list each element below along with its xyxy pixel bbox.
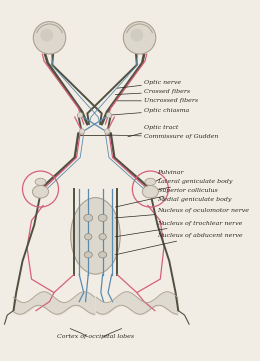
Ellipse shape — [35, 178, 46, 186]
Text: Cortex of occipital lobes: Cortex of occipital lobes — [57, 334, 134, 339]
Ellipse shape — [84, 252, 92, 258]
Text: Optic tract: Optic tract — [128, 125, 178, 137]
Circle shape — [77, 113, 83, 118]
Text: Optic chiasma: Optic chiasma — [108, 108, 189, 115]
Circle shape — [106, 113, 112, 118]
Circle shape — [33, 22, 66, 54]
Ellipse shape — [99, 234, 106, 240]
Text: Nucleus of trochlear nerve: Nucleus of trochlear nerve — [115, 221, 243, 237]
Circle shape — [79, 129, 85, 134]
Ellipse shape — [145, 178, 156, 186]
Text: Commissure of Gudden: Commissure of Gudden — [108, 134, 218, 139]
Ellipse shape — [32, 186, 49, 198]
Ellipse shape — [71, 197, 120, 274]
Circle shape — [123, 22, 156, 54]
Ellipse shape — [84, 214, 93, 221]
Ellipse shape — [142, 186, 158, 198]
Ellipse shape — [84, 234, 92, 240]
Ellipse shape — [99, 252, 107, 258]
Text: Crossed fibers: Crossed fibers — [115, 89, 190, 95]
Ellipse shape — [98, 214, 107, 221]
Circle shape — [105, 129, 110, 134]
Text: Optic nerve: Optic nerve — [117, 80, 181, 88]
Ellipse shape — [40, 29, 53, 42]
Text: Superior colliculus: Superior colliculus — [115, 188, 217, 207]
Text: Nucleus of oculomotor nerve: Nucleus of oculomotor nerve — [115, 208, 250, 218]
Text: Nucleus of abducent nerve: Nucleus of abducent nerve — [115, 233, 243, 255]
Text: Lateral geniculate body: Lateral geniculate body — [153, 179, 233, 191]
Text: Medial geniculate body: Medial geniculate body — [151, 196, 232, 203]
Text: Pulvinar: Pulvinar — [153, 170, 184, 183]
Text: Uncrossed fibers: Uncrossed fibers — [117, 98, 198, 103]
Ellipse shape — [130, 29, 143, 42]
